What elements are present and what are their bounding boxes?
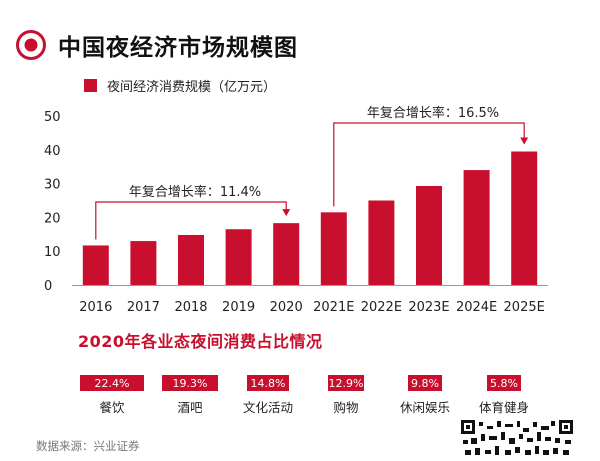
cagr-early-arrow <box>282 209 291 217</box>
share-bar: 14.8% <box>246 375 290 391</box>
x-tick-label: 2017 <box>127 300 160 315</box>
y-tick-label: 50 <box>44 110 61 125</box>
y-tick-label: 0 <box>44 279 52 294</box>
source-note: 数据来源：兴业证券 <box>36 439 140 453</box>
cagr-late: 年复合增长率：16.5% <box>333 105 529 207</box>
bar-2017 <box>130 241 157 285</box>
y-tick-label: 20 <box>44 211 61 226</box>
bar-2020 <box>273 223 300 285</box>
bar-2025E <box>511 151 538 285</box>
bar-2024E <box>463 170 490 285</box>
y-tick-label: 30 <box>44 178 61 193</box>
qr-code-icon <box>461 420 573 457</box>
share-bar: 5.8% <box>487 375 521 391</box>
x-tick-label: 2024E <box>456 300 497 315</box>
bar-chart: 0 10 20 30 40 50 2016 2017 2018 2019 2020 2021E 2022… <box>44 105 548 315</box>
x-tick-label: 2019 <box>222 300 255 315</box>
share-label: 餐饮 <box>99 400 125 415</box>
share-bar: 12.9% <box>327 375 365 391</box>
y-tick-label: 10 <box>44 245 61 260</box>
bar-2016 <box>82 245 109 285</box>
page-title: 中国夜经济市场规模图 <box>58 35 298 61</box>
share-bar: 9.8% <box>408 375 442 391</box>
x-tick-label: 2025E <box>504 300 545 315</box>
x-tick-label: 2016 <box>79 300 112 315</box>
legend: 夜间经济消费规模（亿万元） <box>84 76 276 95</box>
x-tick-label: 2023E <box>408 300 449 315</box>
cagr-late-label: 年复合增长率：16.5% <box>367 105 499 121</box>
share-label: 休闲娱乐 <box>399 400 450 415</box>
legend-label: 夜间经济消费规模（亿万元） <box>107 80 277 95</box>
x-tick-label: 2021E <box>313 300 354 315</box>
share-bar: 22.4% <box>80 375 144 391</box>
x-tick-label: 2020 <box>270 300 303 315</box>
share-label: 酒吧 <box>177 400 203 415</box>
cagr-early: 年复合增长率：11.4% <box>95 184 291 240</box>
cagr-late-arrow <box>520 137 529 145</box>
bar-2019 <box>225 229 252 285</box>
cagr-late-line <box>333 122 525 207</box>
share-label: 文化活动 <box>242 400 293 415</box>
share-bar: 19.3% <box>162 375 218 391</box>
cagr-early-line <box>95 201 287 240</box>
bar-2022E <box>368 200 395 285</box>
bar-2021E <box>320 212 347 285</box>
legend-swatch <box>84 79 97 92</box>
cagr-early-label: 年复合增长率：11.4% <box>129 184 261 200</box>
bar-2023E <box>416 185 442 285</box>
y-tick-label: 40 <box>44 144 61 159</box>
target-icon <box>16 30 46 60</box>
bar-2018 <box>178 234 204 285</box>
title-bar: 中国夜经济市场规模图 <box>16 28 298 62</box>
share-label: 体育健身 <box>478 400 529 415</box>
share-title: 2020年各业态夜间消费占比情况 <box>78 332 323 351</box>
x-tick-label: 2022E <box>361 300 402 315</box>
share-label: 购物 <box>333 400 359 415</box>
x-tick-label: 2018 <box>174 300 207 315</box>
